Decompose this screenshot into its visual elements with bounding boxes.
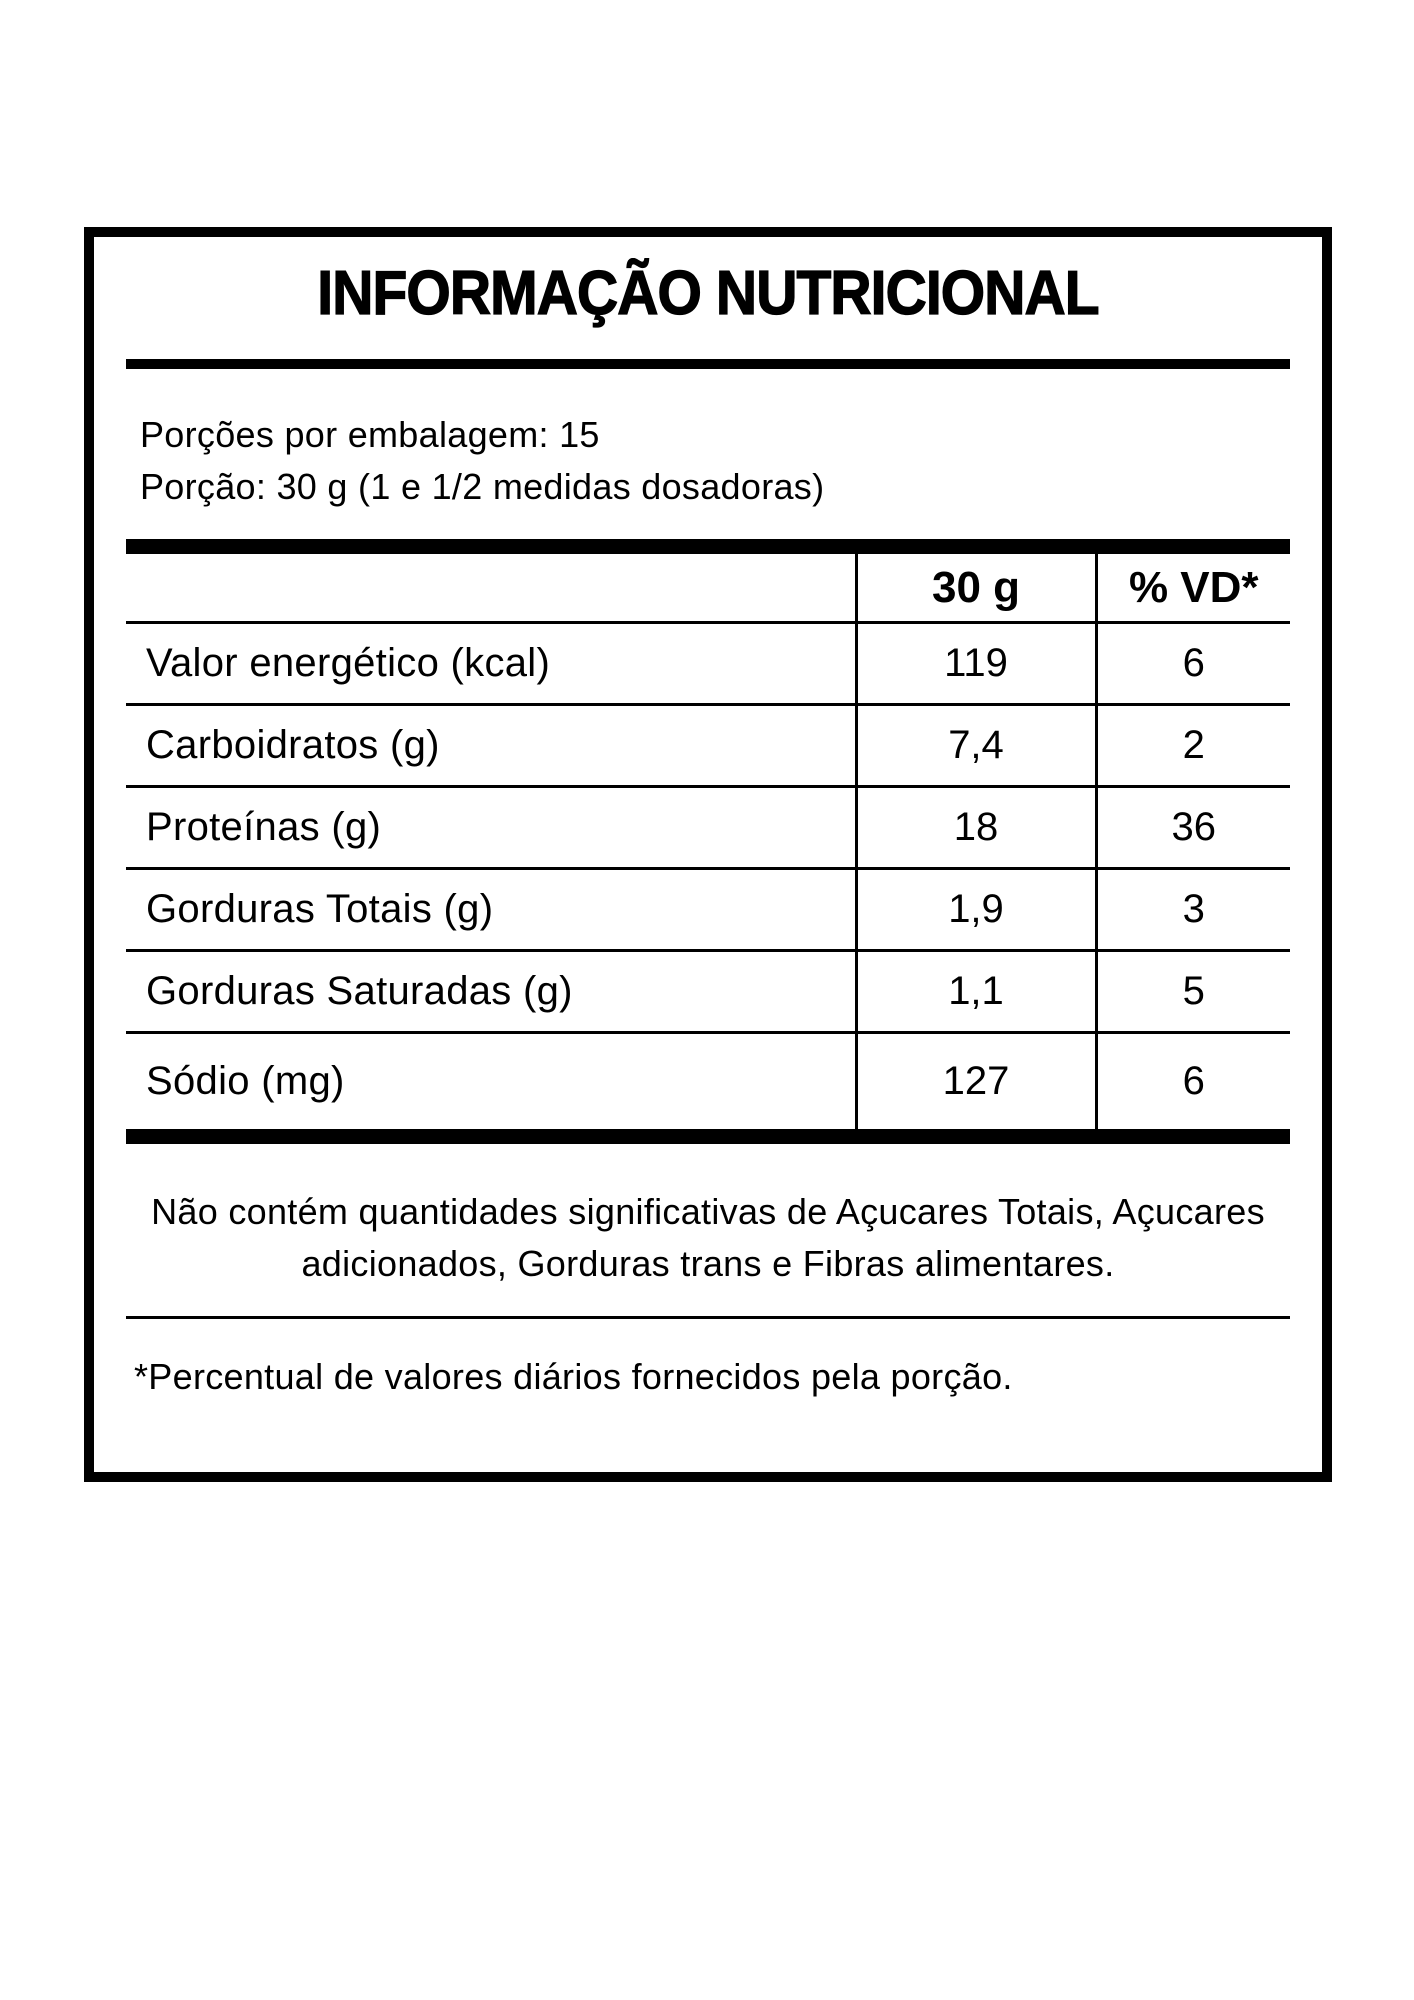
amount-value: 1,1 xyxy=(854,950,1096,1034)
nutrition-table: 30 g % VD* Valor energético (kcal) 119 6… xyxy=(126,539,1290,1144)
note-divider-rule xyxy=(126,1316,1290,1319)
table-row: Gorduras Saturadas (g) 1,1 5 xyxy=(126,950,1290,1034)
portion-size-line: Porção: 30 g (1 e 1/2 medidas dosadoras) xyxy=(140,466,825,507)
amount-value: 7,4 xyxy=(854,704,1096,788)
amount-value: 119 xyxy=(854,622,1096,706)
insignificant-amounts-note: Não contém quantidades significativas de… xyxy=(151,1191,1265,1284)
daily-value-percent: 6 xyxy=(1094,1032,1290,1137)
table-row: Valor energético (kcal) 119 6 xyxy=(126,622,1290,706)
daily-value-percent: 5 xyxy=(1094,950,1290,1034)
table-row: Gorduras Totais (g) 1,9 3 xyxy=(126,868,1290,952)
nutrient-name: Valor energético (kcal) xyxy=(126,622,856,706)
nutrient-name: Gorduras Saturadas (g) xyxy=(126,950,856,1034)
nutrition-label: INFORMAÇÃO NUTRICIONAL Porções por embal… xyxy=(84,227,1332,1482)
nutrient-name: Gorduras Totais (g) xyxy=(126,868,856,952)
table-row: Carboidratos (g) 7,4 2 xyxy=(126,704,1290,788)
label-title: INFORMAÇÃO NUTRICIONAL xyxy=(317,259,1101,328)
column-header-amount: 30 g xyxy=(854,546,1096,624)
table-row: Sódio (mg) 127 6 xyxy=(126,1032,1290,1137)
serving-info: Porções por embalagem: 15 Porção: 30 g (… xyxy=(126,409,1290,513)
daily-value-percent: 36 xyxy=(1094,786,1290,870)
daily-value-percent: 6 xyxy=(1094,622,1290,706)
daily-value-percent: 2 xyxy=(1094,704,1290,788)
amount-value: 18 xyxy=(854,786,1096,870)
nutrient-name: Carboidratos (g) xyxy=(126,704,856,788)
title-rule xyxy=(126,359,1290,369)
nutrient-name: Sódio (mg) xyxy=(126,1032,856,1137)
nutrient-name: Proteínas (g) xyxy=(126,786,856,870)
amount-value: 1,9 xyxy=(854,868,1096,952)
daily-value-footnote: *Percentual de valores diários fornecido… xyxy=(134,1356,1013,1397)
column-header-daily-value: % VD* xyxy=(1094,546,1290,624)
table-header-row: 30 g % VD* xyxy=(126,546,1290,624)
servings-per-package-line: Porções por embalagem: 15 xyxy=(140,414,600,455)
daily-value-percent: 3 xyxy=(1094,868,1290,952)
table-row: Proteínas (g) 18 36 xyxy=(126,786,1290,870)
column-header-nutrient xyxy=(126,546,856,624)
amount-value: 127 xyxy=(854,1032,1096,1137)
